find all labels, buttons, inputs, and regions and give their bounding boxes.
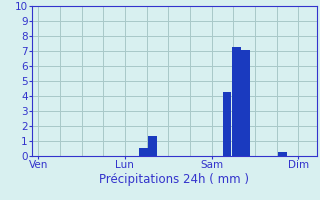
Bar bbox=[278, 152, 287, 156]
Bar bbox=[232, 46, 241, 156]
Bar bbox=[139, 148, 148, 156]
X-axis label: Précipitations 24h ( mm ): Précipitations 24h ( mm ) bbox=[100, 173, 249, 186]
Bar bbox=[241, 49, 250, 156]
Bar bbox=[223, 92, 231, 156]
Bar bbox=[148, 136, 157, 156]
